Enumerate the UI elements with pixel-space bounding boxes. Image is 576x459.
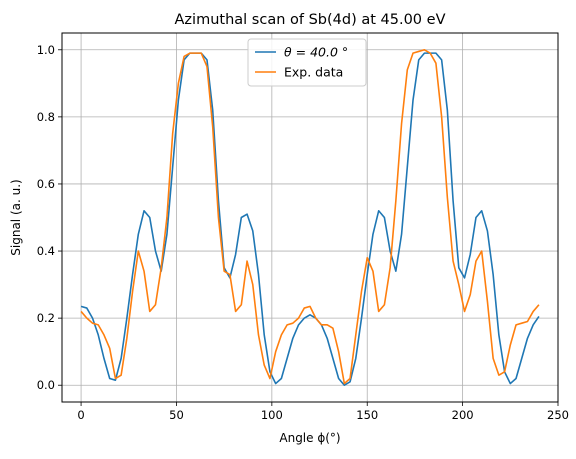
x-tick-label: 250 (547, 408, 569, 422)
series-line-1 (80, 48, 540, 385)
series-line-0 (80, 52, 540, 387)
x-axis-label: Angle ϕ(°) (279, 431, 340, 445)
x-tick-label: 0 (77, 408, 84, 422)
legend-label-exp: Exp. data (284, 65, 343, 80)
legend: θ = 40.0 ° Exp. data (247, 38, 367, 87)
y-axis-ticks: 0.0 0.2 0.4 0.6 0.8 1.0 (37, 43, 62, 392)
y-tick-label: 0.4 (37, 244, 55, 258)
chart-title: Azimuthal scan of Sb(4d) at 45.00 eV (175, 12, 446, 28)
x-tick-label: 50 (169, 408, 184, 422)
x-tick-label: 200 (452, 408, 474, 422)
plot-area-frame (61, 32, 559, 403)
x-tick-label: 150 (356, 408, 378, 422)
y-tick-label: 0.2 (37, 311, 55, 325)
y-tick-label: 0.0 (37, 378, 55, 392)
x-axis-ticks: 0 50 100 150 200 250 (77, 402, 569, 422)
legend-box (247, 38, 367, 87)
y-tick-label: 0.8 (37, 110, 55, 124)
y-axis-label: Signal (a. u.) (9, 179, 23, 255)
y-tick-label: 0.6 (37, 177, 55, 191)
plot-lines (80, 48, 540, 387)
legend-label-theta: θ = 40.0 ° (284, 45, 348, 60)
y-tick-label: 1.0 (37, 43, 55, 57)
x-tick-label: 100 (261, 408, 283, 422)
